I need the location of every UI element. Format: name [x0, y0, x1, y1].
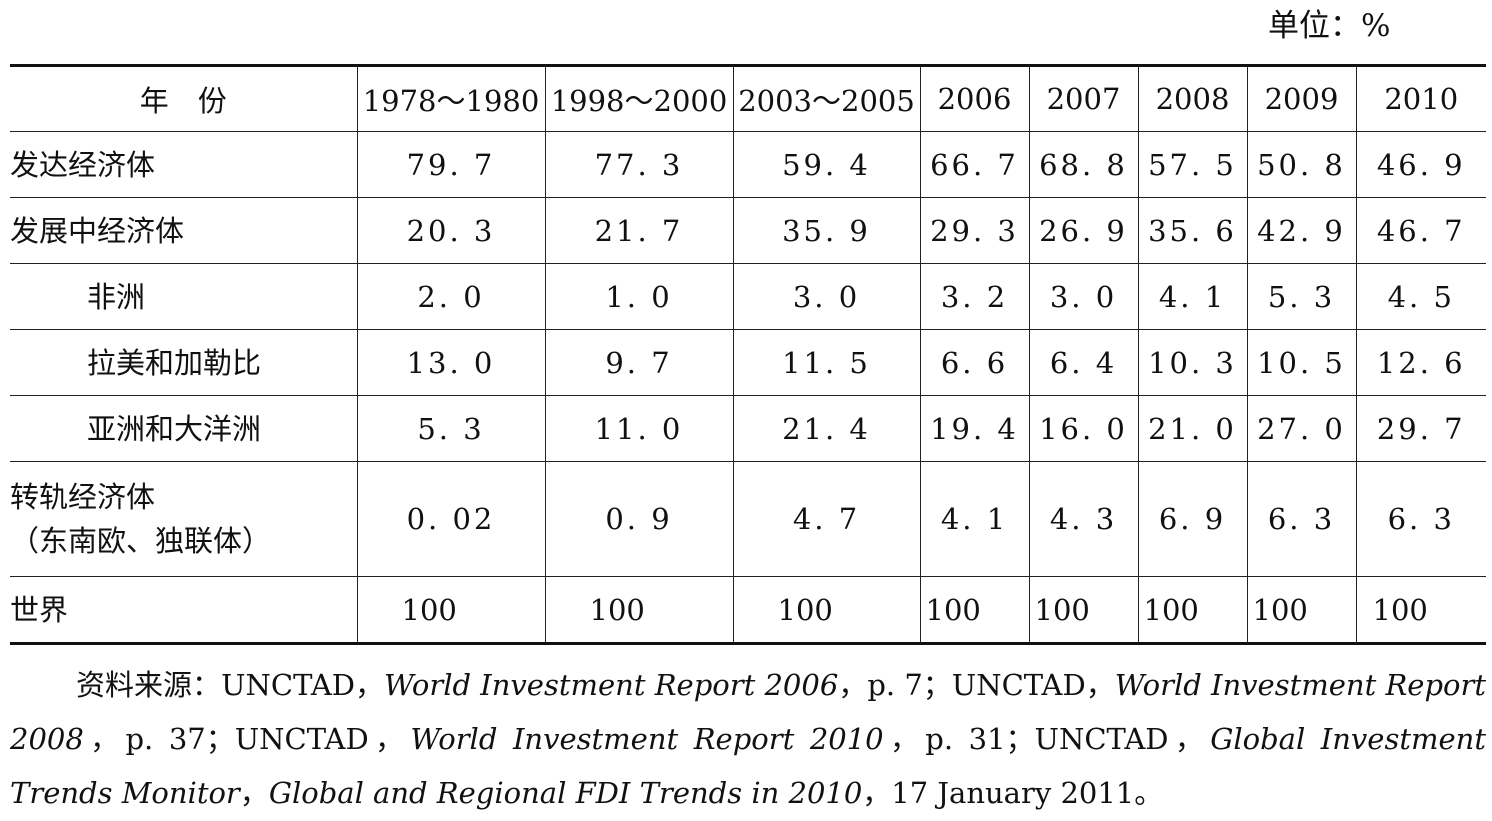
table-cell: 20. 3 — [356, 197, 546, 264]
table-row: 非洲 2. 0 1. 0 3. 0 3. 2 3. 0 4. 1 5. 3 4.… — [10, 263, 1486, 330]
table-row: 亚洲和大洋洲 5. 3 11. 0 21. 4 19. 4 16. 0 21. … — [10, 395, 1486, 462]
table-cell: 10. 3 — [1137, 329, 1248, 396]
table-cell: 1. 0 — [544, 263, 734, 330]
table-cell: 19. 4 — [919, 395, 1030, 462]
table-cell: 4. 5 — [1355, 263, 1486, 330]
table-cell: 13. 0 — [356, 329, 546, 396]
source-title: World Investment Report 2006 — [384, 668, 839, 702]
source-title: World Investment Report 2010 — [410, 722, 884, 756]
table-cell: 5. 3 — [356, 395, 546, 462]
table-cell: 100 — [1137, 576, 1248, 645]
row-label-line-2: （东南欧、独联体） — [10, 524, 272, 558]
source-text: ， — [239, 776, 269, 810]
row-label: 世界 — [10, 576, 358, 645]
header-year-2010: 2010 — [1355, 64, 1486, 132]
row-label: 亚洲和大洋洲 — [10, 395, 358, 462]
table-cell: 35. 6 — [1137, 197, 1248, 264]
fdi-share-table: 年 份 1978～1980 1998～2000 2003～2005 2006 2… — [10, 64, 1486, 645]
source-text: 资料来源：UNCTAD， — [76, 668, 385, 702]
table-cell: 21. 0 — [1137, 395, 1248, 462]
header-period-1998-2000: 1998～2000 — [544, 64, 734, 132]
table-row: 发达经济体 79. 7 77. 3 59. 4 66. 7 68. 8 57. … — [10, 131, 1486, 198]
table-cell: 4. 1 — [919, 461, 1030, 577]
table-cell: 46. 7 — [1355, 197, 1486, 264]
table-cell: 10. 5 — [1246, 329, 1357, 396]
source-text: ，p. 31；UNCTAD， — [883, 722, 1211, 756]
table-cell: 6. 4 — [1028, 329, 1139, 396]
table-cell: 100 — [732, 576, 921, 645]
table-cell: 4. 1 — [1137, 263, 1248, 330]
table-cell: 100 — [356, 576, 546, 645]
table-cell: 100 — [1355, 576, 1486, 645]
source-note: 资料来源：UNCTAD，World Investment Report 2006… — [10, 658, 1486, 820]
table-cell: 4. 7 — [732, 461, 921, 577]
table-cell: 26. 9 — [1028, 197, 1139, 264]
header-row: 年 份 1978～1980 1998～2000 2003～2005 2006 2… — [10, 64, 1486, 132]
table-cell: 27. 0 — [1246, 395, 1357, 462]
table-cell: 29. 7 — [1355, 395, 1486, 462]
table-cell: 100 — [544, 576, 734, 645]
table-cell: 6. 6 — [919, 329, 1030, 396]
table-row: 发展中经济体 20. 3 21. 7 35. 9 29. 3 26. 9 35.… — [10, 197, 1486, 264]
table-cell: 0. 9 — [544, 461, 734, 577]
table-cell: 3. 0 — [732, 263, 921, 330]
table-cell: 6. 3 — [1355, 461, 1486, 577]
table-cell: 11. 0 — [544, 395, 734, 462]
header-year-2006: 2006 — [919, 64, 1030, 132]
header-year-2007: 2007 — [1028, 64, 1139, 132]
table-cell: 6. 3 — [1246, 461, 1357, 577]
table-cell: 42. 9 — [1246, 197, 1357, 264]
table-cell: 50. 8 — [1246, 131, 1357, 198]
header-year-2009: 2009 — [1246, 64, 1357, 132]
row-label-line-1: 转轨经济体 — [10, 480, 156, 514]
row-label: 发展中经济体 — [10, 197, 358, 264]
table-cell: 16. 0 — [1028, 395, 1139, 462]
table-cell: 11. 5 — [732, 329, 921, 396]
table-cell: 46. 9 — [1355, 131, 1486, 198]
table-cell: 77. 3 — [544, 131, 734, 198]
table-cell: 79. 7 — [356, 131, 546, 198]
table-cell: 100 — [1246, 576, 1357, 645]
source-title: Global Investment Trends Monitor — [10, 722, 1486, 810]
row-label: 转轨经济体 （东南欧、独联体） — [10, 461, 358, 577]
table-cell: 6. 9 — [1137, 461, 1248, 577]
header-period-2003-2005: 2003～2005 — [732, 64, 921, 132]
table-cell: 100 — [1028, 576, 1139, 645]
source-title: Global and Regional FDI Trends in 2010 — [268, 776, 863, 810]
row-label: 发达经济体 — [10, 131, 358, 198]
table-row: 拉美和加勒比 13. 0 9. 7 11. 5 6. 6 6. 4 10. 3 … — [10, 329, 1486, 396]
table-cell: 0. 02 — [356, 461, 546, 577]
row-label: 非洲 — [10, 263, 358, 330]
table-cell: 21. 4 — [732, 395, 921, 462]
source-text: ，p. 7；UNCTAD， — [838, 668, 1115, 702]
source-title: World Investment Report 2008 — [10, 668, 1486, 756]
table-cell: 57. 5 — [1137, 131, 1248, 198]
table-cell: 66. 7 — [919, 131, 1030, 198]
table-cell: 3. 0 — [1028, 263, 1139, 330]
table-cell: 2. 0 — [356, 263, 546, 330]
header-period-1978-1980: 1978～1980 — [356, 64, 546, 132]
table-cell: 12. 6 — [1355, 329, 1486, 396]
table-row: 转轨经济体 （东南欧、独联体） 0. 02 0. 9 4. 7 4. 1 4. … — [10, 461, 1486, 577]
unit-label: 单位：% — [1268, 8, 1391, 44]
table-cell: 35. 9 — [732, 197, 921, 264]
table-cell: 59. 4 — [732, 131, 921, 198]
table-cell: 5. 3 — [1246, 263, 1357, 330]
table-cell: 21. 7 — [544, 197, 734, 264]
table-row: 世界 100 100 100 100 100 100 100 100 — [10, 576, 1486, 645]
table-cell: 29. 3 — [919, 197, 1030, 264]
header-year-label: 年 份 — [10, 64, 358, 132]
table-cell: 3. 2 — [919, 263, 1030, 330]
table-cell: 9. 7 — [544, 329, 734, 396]
table-cell: 4. 3 — [1028, 461, 1139, 577]
table-cell: 100 — [919, 576, 1030, 645]
source-text: ，17 January 2011。 — [862, 776, 1164, 810]
header-year-2008: 2008 — [1137, 64, 1248, 132]
source-text: ，p. 37；UNCTAD， — [83, 722, 411, 756]
row-label: 拉美和加勒比 — [10, 329, 358, 396]
table-cell: 68. 8 — [1028, 131, 1139, 198]
